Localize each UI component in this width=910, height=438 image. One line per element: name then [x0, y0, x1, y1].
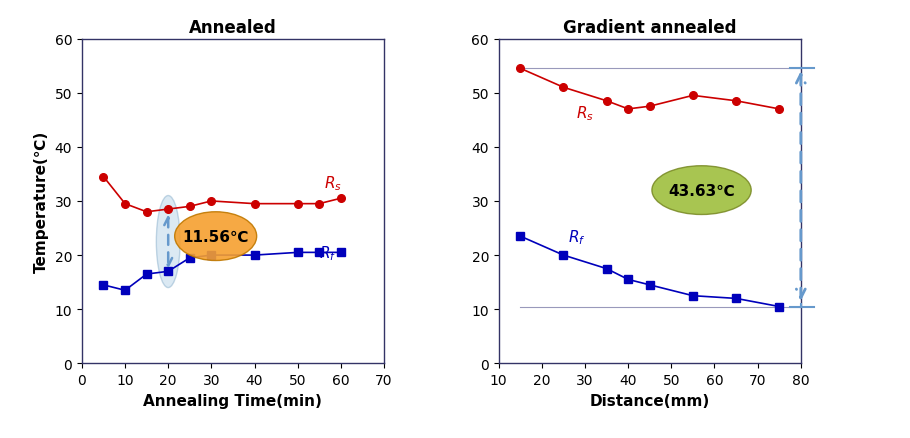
Ellipse shape: [157, 196, 180, 288]
Text: $R_s$: $R_s$: [324, 174, 341, 193]
Text: 11.56℃: 11.56℃: [182, 229, 249, 244]
X-axis label: Annealing Time(min): Annealing Time(min): [144, 393, 322, 408]
Text: 43.63℃: 43.63℃: [668, 183, 735, 198]
Ellipse shape: [652, 166, 751, 215]
Text: $R_f$: $R_f$: [568, 228, 585, 247]
Text: $R_f$: $R_f$: [319, 244, 337, 263]
Title: Annealed: Annealed: [189, 18, 277, 36]
Text: $R_s$: $R_s$: [576, 104, 594, 123]
Title: Gradient annealed: Gradient annealed: [563, 18, 736, 36]
Y-axis label: Temperature(℃): Temperature(℃): [34, 131, 49, 272]
Ellipse shape: [175, 212, 257, 261]
X-axis label: Distance(mm): Distance(mm): [590, 393, 710, 408]
